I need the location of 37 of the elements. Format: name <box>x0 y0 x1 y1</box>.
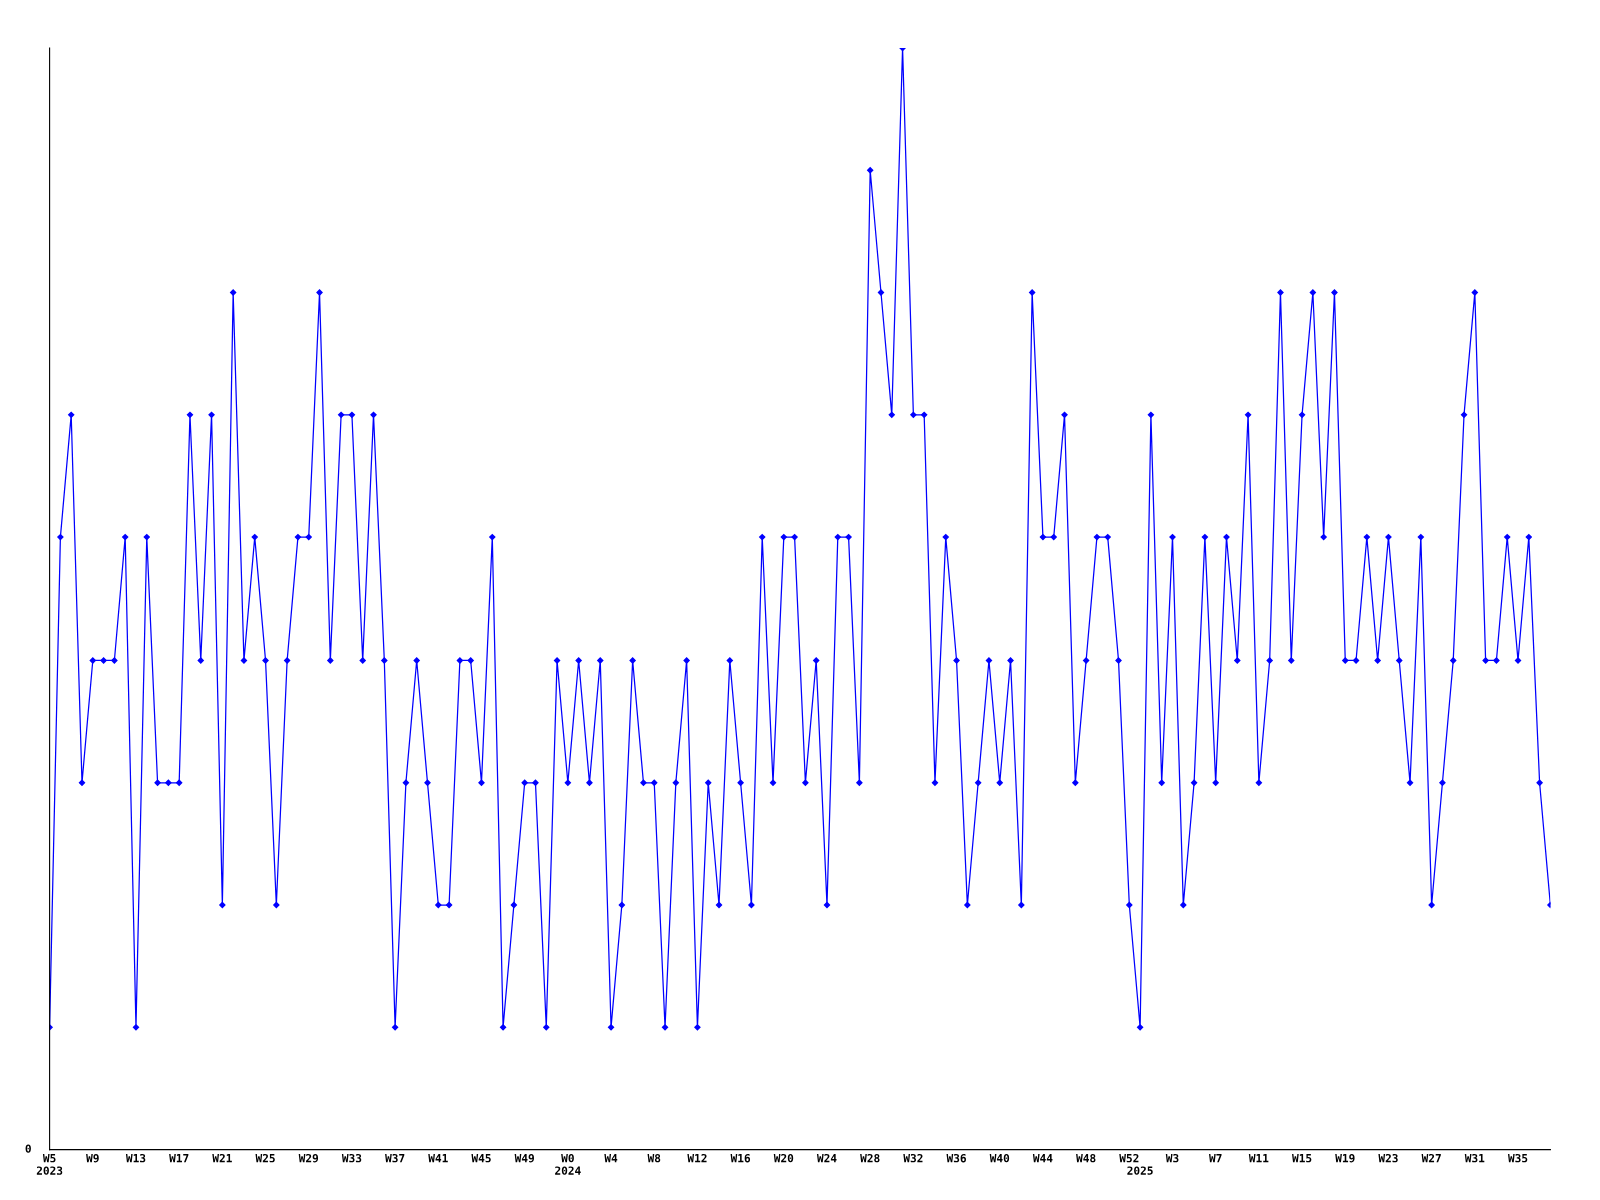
x-tick-label: W49 <box>514 1154 534 1163</box>
x-tick-label: W35 <box>1507 1153 1528 1163</box>
x-tick-label: W5 2023 <box>36 1154 63 1175</box>
x-tick-label: W19 <box>1335 1154 1355 1163</box>
x-tick-label: W16 <box>730 1153 751 1163</box>
text: 0 <box>25 1144 31 1153</box>
x-tick-label: W7 <box>1209 1154 1222 1163</box>
x-tick-label: W21 <box>212 1153 232 1163</box>
x-tick-label: W12 <box>687 1153 707 1163</box>
x-tick-label: W3 <box>1165 1153 1179 1163</box>
x-tick-label: W36 <box>946 1153 966 1163</box>
x-tick-label: W24 <box>816 1153 837 1163</box>
x-tick-label: W44 <box>1032 1154 1053 1163</box>
x-tick-label: W11 <box>1248 1154 1269 1163</box>
x-tick-label: W29 <box>298 1153 319 1163</box>
x-tick-label: W37 <box>385 1153 405 1163</box>
x-tick-label: W9 <box>86 1154 99 1163</box>
x-tick-label: W48 <box>1076 1153 1096 1163</box>
x-tick-label: W23 <box>1378 1153 1398 1163</box>
x-tick-label: W31 <box>1464 1153 1485 1163</box>
x-tick-label: W17 <box>169 1154 189 1163</box>
x-tick-label: 2025 <box>1127 1166 1153 1175</box>
x-tick-label: W20 <box>773 1153 794 1163</box>
x-tick-label: W25 <box>255 1153 275 1163</box>
x-tick-label: W45 <box>471 1154 491 1163</box>
x-tick-label: W40 <box>989 1153 1010 1163</box>
x-tick-label: W0 2024 <box>555 1153 581 1175</box>
x-tick-label: W28 <box>860 1153 880 1163</box>
x-tick-label: W8 <box>647 1153 661 1163</box>
x-tick-label: W33 <box>341 1153 362 1163</box>
x-tick-label: W27 <box>1421 1153 1441 1163</box>
x-tick-label: W13 <box>125 1153 146 1163</box>
x-tick-label: W52 <box>1119 1153 1139 1163</box>
x-tick-label: W32 <box>903 1153 923 1163</box>
x-tick-label: W15 <box>1292 1154 1312 1163</box>
x-tick-label: W4 <box>604 1154 618 1163</box>
x-tick-label: W41 <box>428 1154 448 1163</box>
